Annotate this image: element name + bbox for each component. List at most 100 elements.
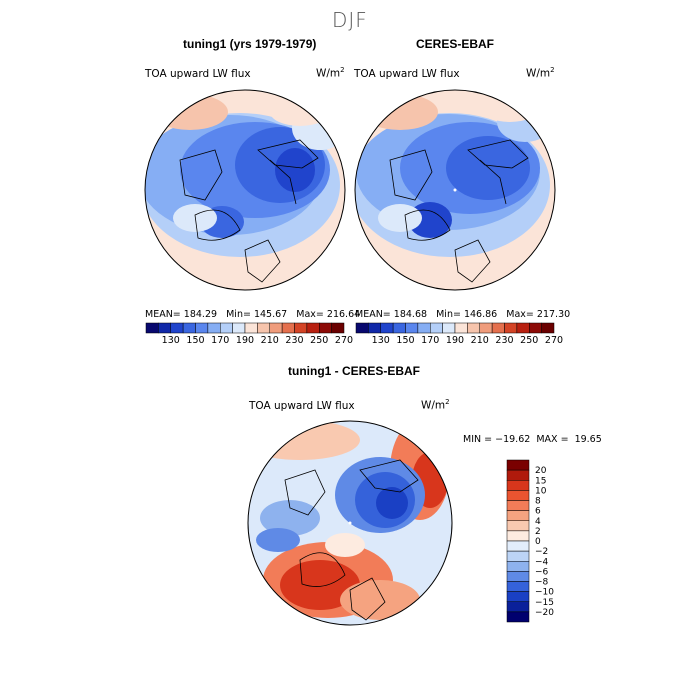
colorbar-swatch <box>506 520 530 532</box>
mean-value: 184.29 <box>183 309 218 320</box>
colorbar-panel1: 130 150 170 190 210 230 250 270 <box>145 322 353 346</box>
colorbar-swatch <box>506 500 530 511</box>
units-exponent: 2 <box>445 398 450 406</box>
colorbar-swatch <box>506 469 530 481</box>
colorbar-swatch <box>467 322 480 334</box>
panel1-title: tuning1 (yrs 1979-1979) <box>183 37 317 51</box>
colorbar-tick-label: −4 <box>535 557 549 567</box>
panel2-stats: MEAN= 184.68 Min= 146.86 Max= 217.30 <box>355 309 570 320</box>
colorbar-swatch <box>232 322 246 334</box>
colorbar-tick-label: −2 <box>535 547 548 557</box>
mean-label: MEAN= <box>145 309 181 320</box>
panel1-stats: MEAN= 184.29 Min= 145.67 Max= 216.64 <box>145 309 360 320</box>
colorbar-swatch <box>281 322 295 334</box>
colorbar-swatch <box>442 322 456 334</box>
colorbar-tick-label: 15 <box>535 476 546 486</box>
colorbar-swatch <box>491 322 505 334</box>
panel3-units: W/m2 <box>421 398 450 412</box>
colorbar-swatch <box>380 322 394 334</box>
colorbar-swatch <box>506 561 530 572</box>
colorbar-tick-label: 210 <box>471 335 489 346</box>
colorbar-swatch <box>392 322 406 334</box>
colorbar-swatch <box>430 322 443 334</box>
colorbar-swatch <box>506 490 530 501</box>
colorbar-tick-label: 130 <box>372 335 390 346</box>
colorbar-swatch <box>506 510 530 521</box>
colorbar-tick-label: −10 <box>535 588 554 598</box>
colorbar-swatch <box>504 322 518 334</box>
colorbar-swatch <box>257 322 270 334</box>
max-label: Max= <box>506 309 534 320</box>
colorbar-swatch <box>220 322 233 334</box>
colorbar-swatch <box>319 322 332 334</box>
colorbar-swatch <box>516 322 530 334</box>
colorbar-swatch <box>207 322 221 334</box>
colorbar-swatch <box>331 322 345 334</box>
colorbar-tick-label: 130 <box>162 335 180 346</box>
panel2-variable-label: TOA upward LW flux <box>354 68 460 80</box>
colorbar-swatch <box>506 611 530 623</box>
colorbar-swatch <box>355 322 369 334</box>
colorbar-tick-label: 250 <box>310 335 328 346</box>
max-value: 216.64 <box>326 309 361 320</box>
colorbar-swatch <box>158 322 171 334</box>
colorbar-swatch <box>541 322 555 334</box>
min-value: 145.67 <box>253 309 288 320</box>
colorbar-swatch <box>506 550 530 562</box>
colorbar-tick-label: 150 <box>186 335 204 346</box>
colorbar-tick-label: 0 <box>535 537 541 547</box>
colorbar-tick-label: −15 <box>535 598 554 608</box>
colorbar-swatch <box>306 322 320 334</box>
colorbar-panel2: 130 150 170 190 210 230 250 270 <box>355 322 563 346</box>
colorbar-swatch <box>506 601 530 613</box>
units-exponent: 2 <box>550 66 555 74</box>
colorbar-swatch <box>405 322 419 334</box>
colorbar-swatch <box>506 480 530 491</box>
colorbar-tick-label: 190 <box>446 335 464 346</box>
panel3-map <box>247 420 453 626</box>
colorbar-tick-label: 250 <box>520 335 538 346</box>
max-label: Max= <box>296 309 324 320</box>
colorbar-swatch <box>506 459 530 471</box>
min-label: Min= <box>226 309 251 320</box>
colorbar-swatch <box>506 530 530 542</box>
colorbar-tick-label: 20 <box>535 466 547 476</box>
max-label: MAX = <box>536 434 569 445</box>
min-label: Min= <box>436 309 461 320</box>
colorbar-tick-label: 6 <box>535 507 541 517</box>
panel2-title: CERES-EBAF <box>416 37 495 51</box>
colorbar-swatch <box>506 591 530 602</box>
panel1-variable-label: TOA upward LW flux <box>145 68 251 80</box>
units-base: W/m <box>526 67 551 80</box>
colorbar-tick-label: −8 <box>535 578 549 588</box>
colorbar-tick-label: 2 <box>535 527 541 537</box>
colorbar-swatch <box>269 322 283 334</box>
colorbar-swatch <box>195 322 209 334</box>
colorbar-swatch <box>417 322 431 334</box>
colorbar-swatch <box>506 571 530 582</box>
colorbar-tick-label: 190 <box>236 335 254 346</box>
colorbar-swatch <box>454 322 468 334</box>
colorbar-swatch <box>368 322 381 334</box>
panel2-units: W/m2 <box>526 66 555 80</box>
panel3-title: tuning1 - CERES-EBAF <box>288 364 420 378</box>
max-value: 19.65 <box>574 434 602 445</box>
mean-label: MEAN= <box>355 309 391 320</box>
units-base: W/m <box>421 399 446 412</box>
panel2-map <box>354 89 556 291</box>
mean-value: 184.68 <box>393 309 428 320</box>
colorbar-swatch <box>145 322 159 334</box>
panel1-map <box>144 89 346 291</box>
season-title: DJF <box>332 8 368 32</box>
max-value: 217.30 <box>536 309 571 320</box>
units-base: W/m <box>316 67 341 80</box>
colorbar-tick-label: 270 <box>335 335 353 346</box>
min-label: MIN = <box>463 434 493 445</box>
colorbar-swatch <box>506 581 530 592</box>
min-value: 146.86 <box>463 309 498 320</box>
colorbar-swatch <box>479 322 493 334</box>
panel3-variable-label: TOA upward LW flux <box>249 400 355 412</box>
colorbar-tick-label: 210 <box>261 335 279 346</box>
